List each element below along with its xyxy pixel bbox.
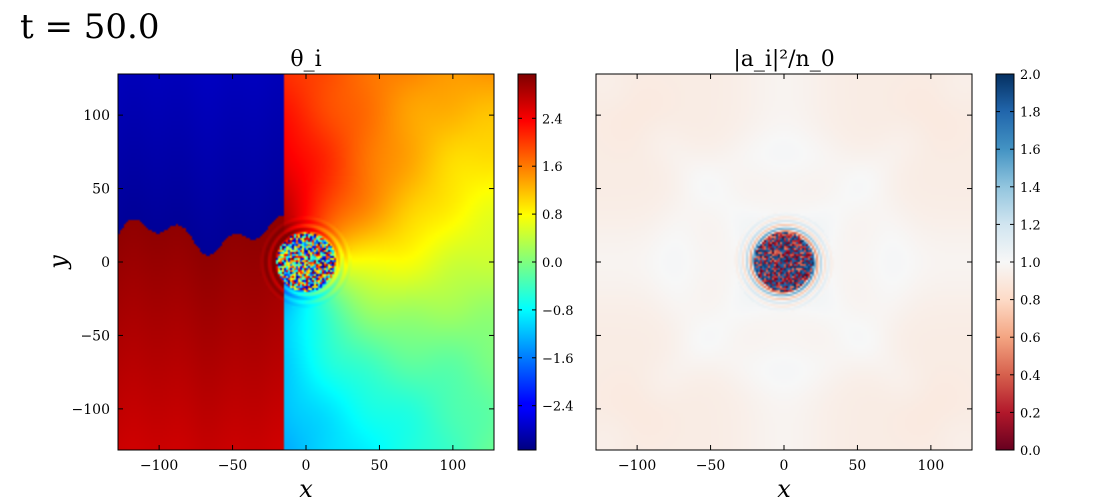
density-x-axis-label: x bbox=[777, 475, 791, 500]
density-colorbar-tick-label: 1.6 bbox=[1020, 143, 1041, 158]
phase-x-axis-label: x bbox=[299, 475, 313, 500]
phase-x-tick-label: 0 bbox=[302, 458, 311, 474]
phase-colorbar-tick-label: 0.8 bbox=[542, 208, 563, 223]
phase-y-tick-label: 100 bbox=[83, 108, 110, 124]
phase-x-tick-label: 50 bbox=[371, 458, 389, 474]
density-heatmap bbox=[596, 74, 972, 450]
density-x-tick-label: 100 bbox=[918, 458, 945, 474]
phase-heatmap bbox=[118, 74, 494, 450]
density-colorbar-tick-label: 1.8 bbox=[1020, 106, 1041, 121]
phase-colorbar-tick-label: −2.4 bbox=[542, 400, 574, 415]
density-colorbar-tick-label: 0.2 bbox=[1020, 406, 1041, 421]
phase-colorbar-tick-label: −1.6 bbox=[542, 352, 574, 367]
density-colorbar-tick-label: 0.8 bbox=[1020, 294, 1041, 309]
phase-colorbar-tick-label: 1.6 bbox=[542, 160, 563, 175]
phase-y-tick-label: 50 bbox=[92, 182, 110, 198]
phase-axis-ticks: −100 −50 0 50 100 −100 −50 0 50 100 bbox=[72, 74, 494, 474]
density-colorbar-tick-label: 1.0 bbox=[1020, 256, 1041, 271]
phase-x-tick-label: 100 bbox=[440, 458, 467, 474]
phase-y-tick-label: −50 bbox=[80, 328, 110, 344]
phase-colorbar-tick-label: −0.8 bbox=[542, 304, 574, 319]
density-colorbar-ticks: 0.0 0.2 0.4 0.6 0.8 1.0 1.2 1.4 1.6 1.8 2.0 bbox=[996, 68, 1041, 459]
density-colorbar-tick-label: 1.4 bbox=[1020, 181, 1041, 196]
phase-colorbar-tick-label: 0.0 bbox=[542, 256, 563, 271]
density-colorbar-tick-label: 0.0 bbox=[1020, 444, 1041, 459]
phase-y-tick-label: −100 bbox=[72, 402, 110, 418]
phase-colorbar-tick-label: 2.4 bbox=[542, 112, 563, 127]
phase-y-tick-label: 0 bbox=[101, 255, 110, 271]
density-x-tick-label: 50 bbox=[849, 458, 867, 474]
density-x-tick-label: −50 bbox=[696, 458, 726, 474]
density-colorbar-tick-label: 2.0 bbox=[1020, 68, 1041, 83]
phase-panel-title: θ_i bbox=[290, 47, 321, 72]
density-colorbar-tick-label: 0.4 bbox=[1020, 369, 1041, 384]
density-colorbar-tick-label: 0.6 bbox=[1020, 331, 1041, 346]
density-x-tick-label: 0 bbox=[780, 458, 789, 474]
panel-density: |a_i|²/n_0 −100 −50 0 50 100 x 0.00.20.40.60… bbox=[595, 47, 1041, 500]
time-label: t = 50.0 bbox=[20, 7, 159, 47]
phase-colorbar-ticks: −2.4 −1.6 −0.8 0.0 0.8 1.6 2.4 bbox=[518, 112, 574, 415]
density-panel-title: |a_i|²/n_0 bbox=[733, 47, 834, 72]
density-axis-ticks: −100 −50 0 50 100 bbox=[596, 74, 972, 474]
phase-x-tick-label: −100 bbox=[140, 458, 178, 474]
density-x-tick-label: −100 bbox=[618, 458, 656, 474]
phase-x-tick-label: −50 bbox=[218, 458, 248, 474]
phase-y-axis-label: y bbox=[44, 255, 72, 270]
density-colorbar-tick-label: 1.2 bbox=[1020, 218, 1041, 233]
